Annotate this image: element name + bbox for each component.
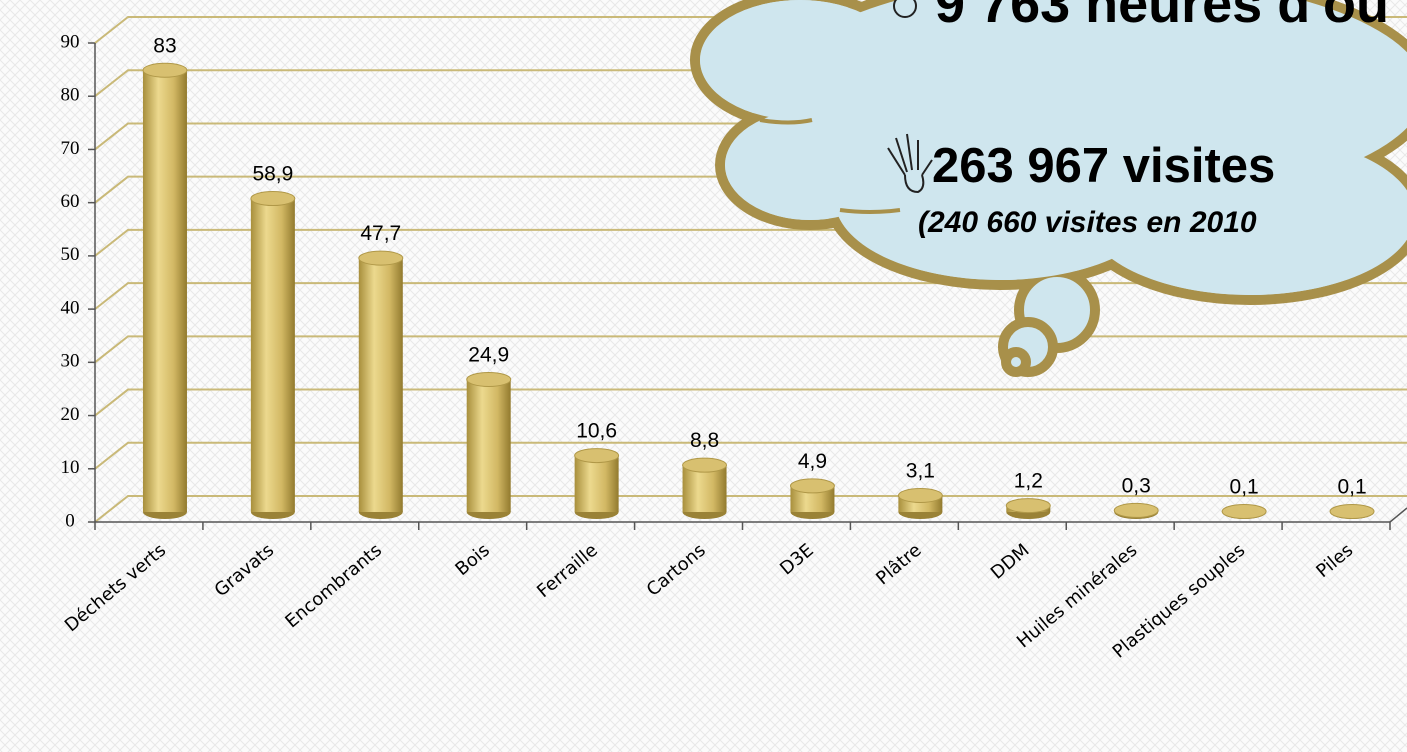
value-label: 3,1 bbox=[906, 460, 935, 483]
value-label: 1,2 bbox=[1014, 470, 1043, 493]
value-label: 83 bbox=[153, 34, 176, 57]
callout-line: (240 660 visites en 2010 bbox=[918, 206, 1257, 239]
value-label: 47,7 bbox=[360, 222, 401, 245]
bar bbox=[358, 258, 403, 512]
bar-top bbox=[1329, 503, 1375, 519]
bar-top bbox=[897, 488, 943, 504]
bar-top bbox=[358, 250, 404, 266]
callout-line: 9 763 heures d'ou bbox=[935, 0, 1389, 34]
callout-cloud: 9 763 heures d'ou 263 967 visites (240 6… bbox=[690, 0, 1407, 377]
bar-top bbox=[250, 191, 296, 207]
value-label: 0,1 bbox=[1230, 475, 1259, 498]
value-label: 8,8 bbox=[690, 429, 719, 452]
value-label: 58,9 bbox=[252, 163, 293, 186]
grid-line bbox=[94, 441, 1407, 470]
value-label: 24,9 bbox=[468, 343, 509, 366]
floor-edge bbox=[1389, 507, 1407, 523]
bar-top bbox=[142, 62, 188, 78]
bar-top bbox=[1005, 498, 1051, 514]
grid-line bbox=[94, 495, 1407, 523]
bars: 83 58,9 47,7 24,9 10,6 8,8 4,9 3,1 1,2 0,3 0,1 0,1 bbox=[142, 34, 1375, 519]
bar-top bbox=[1221, 503, 1267, 519]
bar-top bbox=[789, 478, 835, 494]
bar bbox=[574, 455, 619, 512]
callout-line: 263 967 visites bbox=[932, 139, 1275, 193]
y-tick-label: 10 bbox=[61, 457, 80, 478]
y-tick-label: 40 bbox=[61, 297, 80, 318]
bar-top bbox=[1113, 502, 1159, 518]
bar bbox=[142, 70, 187, 512]
bar bbox=[250, 198, 295, 512]
hand-icon bbox=[887, 133, 933, 194]
y-tick-label: 60 bbox=[61, 191, 80, 212]
y-tick-label: 50 bbox=[61, 244, 80, 265]
y-tick-label: 30 bbox=[61, 351, 80, 372]
bar bbox=[466, 379, 511, 512]
bar bbox=[682, 465, 727, 512]
grid-line bbox=[94, 388, 1407, 417]
bar-top bbox=[682, 457, 728, 473]
y-tick-label: 80 bbox=[61, 85, 80, 106]
value-label: 4,9 bbox=[798, 450, 827, 473]
value-label: 10,6 bbox=[576, 420, 617, 443]
grid-line bbox=[94, 335, 1407, 364]
value-label: 0,3 bbox=[1122, 474, 1151, 497]
bar-top bbox=[466, 371, 512, 387]
clock-icon bbox=[893, 0, 917, 18]
y-tick-label: 0 bbox=[65, 510, 75, 531]
y-tick-label: 90 bbox=[61, 31, 80, 52]
value-label: 0,1 bbox=[1337, 475, 1366, 498]
y-tick-label: 70 bbox=[61, 138, 80, 159]
bar-top bbox=[574, 448, 620, 464]
y-tick-label: 20 bbox=[61, 404, 80, 425]
